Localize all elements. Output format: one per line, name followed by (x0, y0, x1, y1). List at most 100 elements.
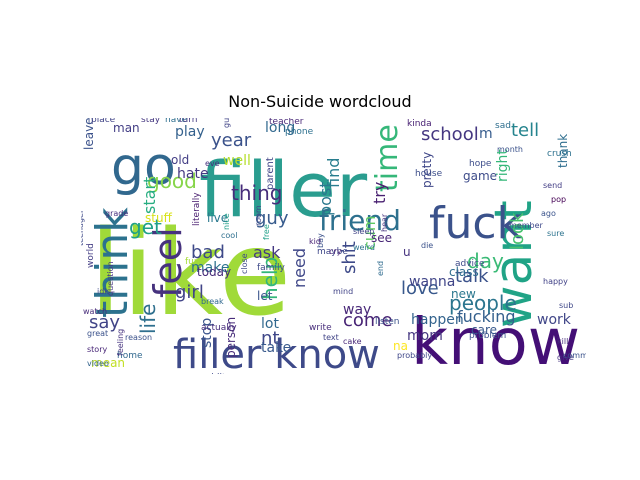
chart-title: Non-Suicide wordcloud (228, 92, 412, 111)
word-sad: sad (495, 121, 511, 131)
word-turn: turn (179, 118, 197, 125)
word-text: text (323, 333, 339, 342)
word-thank: thank (556, 134, 570, 168)
word-na: na (393, 339, 408, 353)
word-phone: phone (285, 127, 314, 137)
word-filler-know: filler know (173, 332, 380, 374)
word-post: post (316, 181, 335, 216)
word-parent: parent (265, 157, 276, 190)
word-comment: comment (563, 351, 586, 360)
word-room: room (254, 205, 263, 226)
word-friend: friend (319, 204, 401, 237)
word-girl: girl (175, 282, 204, 303)
word-grade: grade (105, 209, 128, 218)
word-say: say (89, 312, 120, 333)
word-work: work (537, 312, 572, 328)
word-sleep: sleep (353, 227, 374, 236)
word-reddit: reddit (199, 373, 226, 374)
word-way: way (343, 302, 371, 318)
word-pop: pop (551, 195, 566, 204)
word-help: help (258, 257, 282, 300)
word-today: today (197, 265, 231, 279)
word-free: free (262, 224, 271, 240)
word-month: month (497, 145, 523, 154)
word-fuck: fuck (429, 198, 523, 249)
word-people: people (449, 291, 517, 315)
word-advice: advice (455, 259, 485, 269)
word-right: right (495, 149, 511, 182)
word-nt: nt (261, 328, 279, 349)
word-class: class (449, 265, 479, 279)
word-try: try (370, 182, 389, 204)
word-house: house (415, 169, 443, 179)
word-person: person (224, 317, 238, 358)
word-die: die (421, 241, 433, 250)
word-feeling: feeling (116, 329, 125, 356)
word-need: need (290, 248, 309, 288)
word-probably: probably (397, 351, 432, 360)
word-well: well (223, 153, 251, 169)
word-take: take (261, 340, 291, 356)
word-mom: mom (407, 328, 443, 344)
word-like: like (89, 204, 291, 342)
word-play: play (175, 124, 205, 140)
word-have: have (165, 118, 188, 125)
word-story: story (87, 345, 107, 354)
word-reason: reason (125, 333, 152, 342)
word-live: live (207, 211, 228, 225)
word-teacher: teacher (269, 118, 304, 127)
word-happen: happen (411, 312, 464, 328)
word-bay: bay (316, 233, 325, 248)
word-year: year (211, 130, 252, 151)
word-ago: ago (541, 209, 556, 218)
word-place: place (91, 118, 116, 125)
word-cake: cake (343, 337, 362, 346)
word-fucking: fucking (457, 307, 516, 326)
word-let: let (257, 289, 273, 303)
word-filler: filler (199, 145, 368, 234)
word-idk: idk (97, 287, 109, 296)
word-family: family (257, 263, 285, 273)
word-guy: guy (255, 208, 289, 229)
word-m: m (479, 126, 493, 142)
word-find: find (324, 158, 343, 188)
word-love: love (401, 278, 439, 299)
word-remember: remember (501, 221, 544, 230)
word-come: come (343, 310, 393, 331)
word-problem: problem (469, 331, 506, 341)
word-feel: feel (146, 227, 190, 298)
word-hope: hope (469, 159, 492, 169)
word-little: little (117, 373, 135, 374)
word-send: send (543, 181, 562, 190)
word-wanna: wanna (409, 274, 455, 290)
word-hate: hate (177, 166, 209, 182)
word-long: long (265, 120, 295, 136)
word-maybe: maybe (317, 247, 348, 257)
word-fun: fun (185, 257, 200, 267)
word-watch: watch (83, 307, 107, 316)
word-tell: tell (511, 120, 539, 141)
word-weird: weird (353, 243, 375, 252)
word-stay: stay (141, 118, 161, 125)
word-pretty: pretty (420, 152, 434, 188)
word-give: give (557, 353, 574, 362)
word-happy: happy (543, 277, 568, 286)
word-crush: crush (547, 149, 572, 159)
word-great: great (87, 329, 108, 338)
word-end: end (376, 261, 385, 276)
word-life: life (136, 304, 160, 334)
word-sure: sure (547, 229, 564, 238)
word-start: start (140, 177, 159, 214)
word-teenager: teenager (81, 209, 85, 246)
word-break: break (201, 297, 224, 306)
word-cry: cry (329, 247, 342, 256)
word-cool: cool (221, 231, 237, 240)
word-talk: talk (455, 266, 489, 287)
word-mind: mind (333, 287, 353, 296)
word-make: make (191, 260, 229, 276)
word-care: care (471, 323, 497, 337)
word-actually: actually (201, 323, 237, 333)
word-bad: bad (191, 242, 225, 263)
word-look: look (507, 212, 528, 250)
word-school: school (421, 124, 479, 145)
